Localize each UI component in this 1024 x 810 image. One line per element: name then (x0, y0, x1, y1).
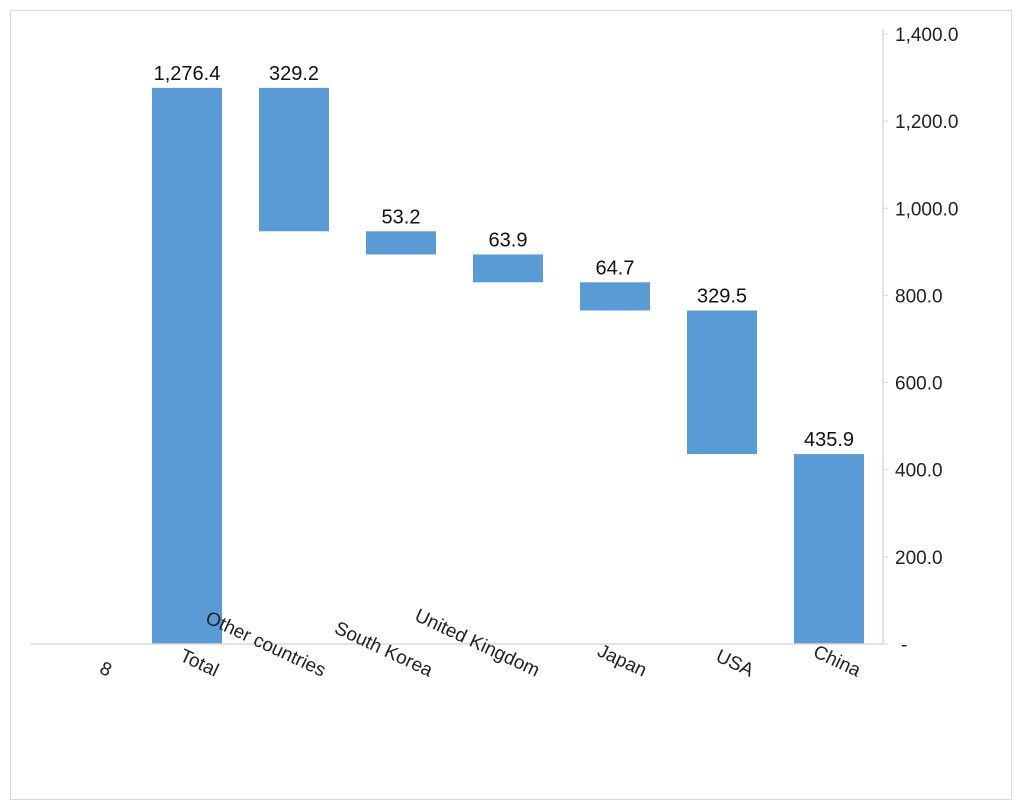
y-tick-label: 600.0 (895, 374, 943, 395)
bar-south-korea (366, 231, 436, 255)
category-label: Japan (594, 641, 650, 682)
y-tick-label: 200.0 (895, 548, 943, 569)
category-label: Total (177, 646, 222, 682)
y-tick-label: 1,000.0 (895, 199, 958, 220)
bar-china (794, 454, 864, 644)
data-label: 53.2 (382, 206, 421, 228)
category-label: USA (712, 646, 757, 682)
category-label: 8 (96, 658, 114, 682)
y-tick-label: 800.0 (895, 286, 943, 307)
bar-usa (687, 310, 757, 455)
data-label: 435.9 (804, 429, 854, 451)
y-tick-label: 1,200.0 (895, 112, 958, 133)
axis-layer: - 200.0 400.0 600.0 800.0 1,000.0 1,200.0 1,400… (31, 25, 958, 656)
data-label: 1,276.4 (154, 63, 221, 85)
waterfall-chart: - 200.0 400.0 600.0 800.0 1,000.0 1,200.0 1,400… (31, 25, 958, 682)
bar-other-countries (259, 87, 329, 232)
data-label: 329.2 (269, 63, 319, 85)
y-tick-label: - (901, 635, 907, 656)
y-tick-label: 1,400.0 (895, 25, 958, 46)
chart-frame: - 200.0 400.0 600.0 800.0 1,000.0 1,200.0 1,400… (10, 10, 1012, 800)
bar-japan (580, 282, 650, 311)
bar-total (152, 87, 222, 644)
data-label: 329.5 (697, 286, 747, 308)
category-label: China (810, 642, 864, 682)
bars-layer (152, 87, 864, 644)
data-label: 64.7 (596, 257, 635, 279)
y-tick-label: 400.0 (895, 461, 943, 482)
bar-united-kingdom (473, 254, 543, 283)
data-label: 63.9 (489, 229, 528, 251)
